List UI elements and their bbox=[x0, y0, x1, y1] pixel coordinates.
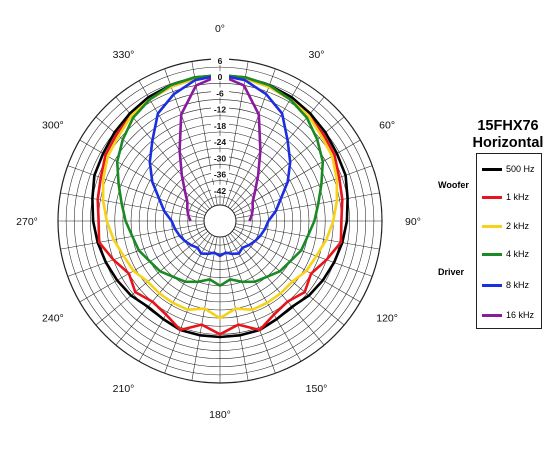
legend-label: 1 kHz bbox=[506, 192, 530, 202]
legend-label: 2 kHz bbox=[506, 221, 530, 231]
grid-spoke bbox=[67, 226, 206, 277]
radial-tick-label: -30 bbox=[214, 153, 227, 163]
legend-item-16khz: 16 kHz bbox=[482, 309, 534, 321]
grid-spoke bbox=[138, 234, 213, 362]
angle-tick-label: 90° bbox=[405, 216, 421, 228]
grid-spoke bbox=[227, 234, 302, 362]
legend-group-woofer: Woofer bbox=[438, 180, 469, 190]
angle-tick-label: 270° bbox=[16, 216, 38, 228]
series-layer bbox=[91, 73, 349, 339]
center-hub bbox=[203, 204, 237, 238]
angle-tick-label: 0° bbox=[215, 23, 225, 35]
radial-tick-label: -36 bbox=[214, 170, 227, 180]
legend-swatch bbox=[482, 167, 502, 171]
radial-tick-label: -12 bbox=[214, 105, 227, 115]
legend-group-driver: Driver bbox=[438, 267, 465, 277]
angle-tick-label: 300° bbox=[42, 120, 64, 132]
legend-item-500hz: 500 Hz bbox=[482, 163, 535, 175]
radial-tick-bg bbox=[211, 136, 229, 147]
grid-spoke bbox=[235, 192, 380, 219]
series-500hz bbox=[91, 73, 349, 339]
radial-tick-bg bbox=[211, 184, 229, 195]
grid-spoke bbox=[225, 68, 276, 207]
grid-spoke bbox=[60, 192, 205, 219]
legend-item-4khz: 4 kHz bbox=[482, 248, 529, 260]
legend-label: 16 kHz bbox=[506, 310, 535, 320]
radial-tick-bg bbox=[211, 152, 229, 163]
legend-item-2khz: 2 kHz bbox=[482, 220, 529, 232]
grid-spoke bbox=[138, 80, 213, 208]
angle-tick-label: 240° bbox=[42, 313, 64, 325]
radial-tick-bg bbox=[211, 168, 229, 179]
grid-spoke bbox=[234, 226, 373, 277]
radial-tick-label: -18 bbox=[214, 121, 227, 131]
radial-tick-label: -24 bbox=[214, 137, 227, 147]
angle-tick-label: 180° bbox=[209, 409, 231, 421]
angle-tick-labels: 0° 30° 60° 90° 120° 150° 180° 210° 240° 270° 300° 3… bbox=[16, 23, 421, 421]
angle-tick-label: 150° bbox=[306, 383, 328, 395]
angle-tick-label: 30° bbox=[309, 49, 325, 61]
legend-item-1khz: 1 kHz bbox=[482, 191, 529, 203]
radial-tick-label: 6 bbox=[218, 56, 223, 66]
legend-swatch bbox=[482, 195, 502, 199]
legend-label: 500 Hz bbox=[506, 164, 535, 174]
grid-spoke bbox=[233, 139, 361, 214]
grid-spoke bbox=[227, 80, 302, 208]
radial-tick-bg bbox=[211, 55, 229, 65]
radial-tick-labels: 6 0 -6 -12 -18 -24 -30 -36 -42 bbox=[211, 55, 229, 196]
radial-tick-bg bbox=[211, 119, 229, 130]
legend-swatch bbox=[482, 283, 502, 287]
legend-item-8khz: 8 kHz bbox=[482, 279, 529, 291]
grid-spoke bbox=[164, 235, 215, 374]
legend-swatch bbox=[482, 224, 502, 228]
grid-spoke bbox=[115, 233, 210, 346]
grid-spoke bbox=[79, 139, 207, 214]
series-2khz bbox=[101, 73, 339, 320]
angle-tick-label: 330° bbox=[113, 49, 135, 61]
radial-tick-label: 0 bbox=[218, 72, 223, 82]
radial-tick-label: -6 bbox=[216, 88, 224, 98]
chart-title-block: 15FHX76 Horizontal bbox=[462, 118, 550, 152]
angle-tick-label: 60° bbox=[379, 120, 395, 132]
grid-spoke bbox=[232, 231, 345, 326]
series-8khz bbox=[148, 73, 292, 258]
legend-label: 8 kHz bbox=[506, 280, 530, 290]
grid-spoke bbox=[234, 165, 373, 216]
chart-title: 15FHX76 bbox=[477, 118, 539, 134]
legend-swatch bbox=[482, 313, 502, 317]
series-4khz bbox=[115, 73, 325, 287]
grid-spoke bbox=[95, 231, 208, 326]
chart-subtitle: Horizontal bbox=[472, 135, 544, 151]
radial-tick-label: -42 bbox=[214, 186, 227, 196]
legend: 500 Hz 1 kHz 2 kHz 4 kHz 8 kHz 16 kHz bbox=[476, 153, 542, 329]
legend-swatch bbox=[482, 252, 502, 256]
series-1khz bbox=[96, 73, 344, 336]
grid-spoke bbox=[225, 235, 276, 374]
grid-spoke bbox=[230, 233, 325, 346]
angle-tick-label: 210° bbox=[113, 383, 135, 395]
grid-spoke bbox=[67, 165, 206, 216]
angle-tick-label: 120° bbox=[376, 313, 398, 325]
grid-spoke bbox=[164, 68, 215, 207]
hub-circle bbox=[203, 204, 237, 238]
radial-tick-bg bbox=[211, 71, 229, 82]
radial-tick-bg bbox=[211, 103, 229, 114]
legend-label: 4 kHz bbox=[506, 249, 530, 259]
radial-tick-bg bbox=[211, 87, 229, 98]
